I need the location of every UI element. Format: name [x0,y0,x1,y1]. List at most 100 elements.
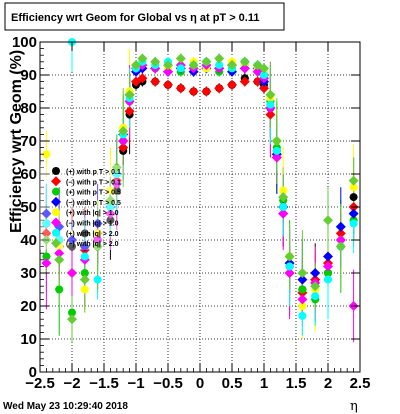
data-point [131,60,141,71]
legend-label: (+) with p T > 0.1 [66,169,121,176]
data-point [323,215,333,226]
data-point [227,60,237,71]
data-point [67,314,77,325]
title-box [4,2,285,31]
x-tick-label: 1.5 [286,375,307,392]
legend-label: (−) with |q| > 2.0 [66,241,119,248]
data-point [124,106,135,117]
legend-label: (+) with p T > 0.5 [66,190,121,197]
data-point [41,258,52,269]
data-point [175,53,186,64]
data-point [348,208,359,219]
y-tick-label: 20 [20,298,37,315]
data-point [163,79,173,90]
data-point [227,79,237,90]
data-point [118,126,129,137]
data-point [266,100,275,109]
data-point [298,311,307,320]
data-point [265,109,276,120]
y-tick-label: 0 [29,364,37,381]
y-tick-label: 70 [20,133,37,150]
data-point [80,229,89,238]
data-point [93,275,102,284]
x-tick-label: 1 [260,375,268,392]
data-point [324,269,332,277]
x-tick-label: 0.5 [222,375,243,392]
data-point [335,235,346,245]
data-point [163,60,173,71]
data-point [176,64,185,73]
data-point [68,308,76,317]
data-point [163,66,173,77]
data-point [137,53,148,64]
axis-ticks [39,41,361,373]
legend-marker [52,167,60,175]
data-point [93,229,102,238]
y-tick-label: 10 [20,331,37,348]
data-point [54,254,65,265]
y-tick-label: 90 [20,67,37,84]
data-point [348,175,359,186]
chart-title: Efficiency wrt Geom for Global vs η at p… [11,12,260,24]
legend-label: (+) with |q| > 2.0 [66,231,119,238]
data-point [111,162,122,173]
y-tick-label: 80 [20,100,37,117]
data-point [55,285,64,294]
timestamp-footer: Wed May 23 10:29:40 2018 [3,401,128,412]
data-point [80,269,89,277]
data-point [215,61,224,70]
data-point [349,193,358,202]
legend-marker [51,176,61,187]
data-point [118,142,129,153]
legend-box [40,165,160,250]
legend-marker [52,228,60,237]
data-point [298,285,307,294]
data-point [260,71,268,79]
data-point [124,89,135,100]
data-point [41,228,52,239]
data-point [188,86,199,97]
x-axis-label: η [350,399,358,414]
data-point [311,292,320,301]
data-point [105,208,116,219]
data-point [335,221,346,232]
data-point [112,186,121,195]
y-tick-label: 60 [20,166,37,183]
data-point [323,261,333,272]
data-point [284,251,295,262]
data-point [335,228,346,239]
data-point [279,203,288,211]
data-point [80,252,89,261]
data-point [175,83,186,94]
data-point [259,83,269,94]
data-point [118,136,129,146]
data-point [111,178,122,189]
data-point [54,248,65,259]
data-point [239,56,250,67]
data-point [106,216,115,225]
x-tick-label: 0 [196,375,204,392]
data-point [310,281,321,292]
y-tick-label: 50 [20,199,37,216]
data-point [106,186,115,195]
x-tick-labels: −2.5 −2 −1.5 −1 −0.5 0 0.5 1 1.5 2 2.5 [25,375,370,392]
legend-label: (+) with |q| > 1.0 [66,210,119,217]
data-point [349,219,358,228]
data-point [271,136,282,146]
data-point [67,235,77,245]
data-point [150,56,161,67]
data-point [265,89,276,100]
legend-label: (−) with p T > 0.1 [66,179,121,186]
y-axis-label: Efficiency wrt Geom (%) [8,50,25,233]
data-point [297,268,308,278]
data-point [79,274,90,285]
data-point [214,83,225,94]
data-point [67,268,77,278]
y-tick-label: 30 [20,265,37,282]
legend-marker [51,238,61,249]
data-point [92,241,103,252]
data-point [239,76,250,87]
data-point [310,268,321,278]
y-tick-label: 100 [12,34,37,51]
